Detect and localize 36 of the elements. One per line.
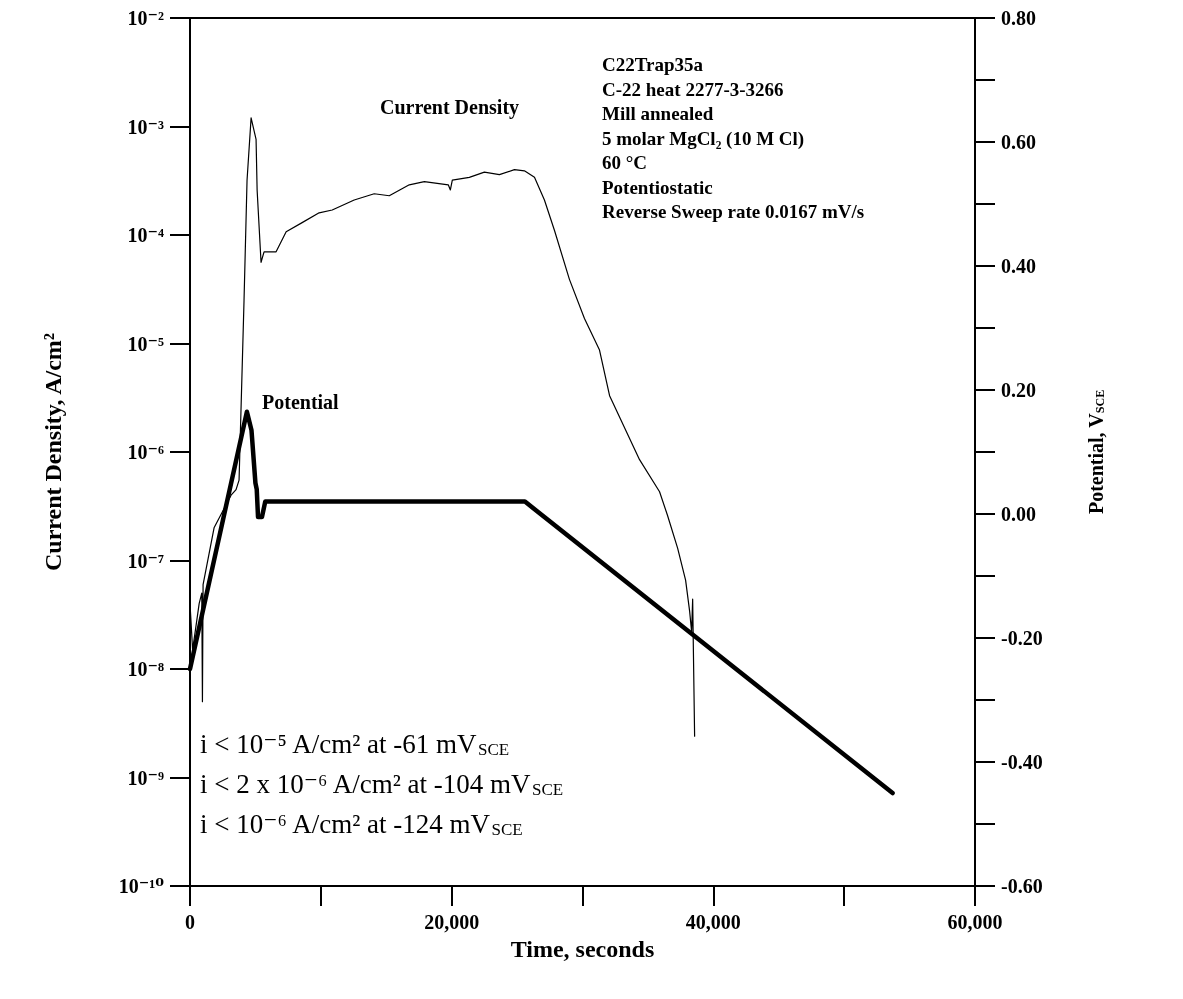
annotation: C22Trap35a — [602, 54, 704, 75]
y2-tick-label: -0.20 — [1001, 627, 1043, 649]
y2-tick-label: -0.60 — [1001, 875, 1043, 897]
annotation: C-22 heat 2277-3-3266 — [602, 78, 784, 100]
annotation: Reverse Sweep rate 0.0167 mV/s — [602, 201, 865, 222]
annotation: i < 10⁻⁶ A/cm² at -124 mVSCE — [200, 808, 523, 839]
annotation: Mill annealed — [602, 103, 714, 124]
y-tick-label: 10⁻⁸ — [127, 658, 164, 680]
x-tick-label: 0 — [185, 911, 195, 933]
y2-tick-label: 0.20 — [1001, 379, 1036, 401]
y-tick-label: 10⁻¹⁰ — [118, 875, 165, 897]
x-axis-title: Time, seconds — [510, 935, 655, 962]
x-tick-label: 40,000 — [685, 911, 741, 933]
annotation: i < 10⁻⁵ A/cm² at -61 mVSCE — [200, 728, 510, 759]
y-tick-label: 10⁻⁴ — [127, 224, 164, 246]
x-tick-label: 60,000 — [947, 911, 1003, 933]
y-tick-label: 10⁻³ — [127, 115, 164, 138]
y2-tick-label: 0.40 — [1001, 255, 1036, 277]
y-axis-title: Current Density, A/cm² — [40, 332, 66, 572]
y-tick-label: 10⁻⁶ — [127, 441, 164, 463]
text: Current Density — [380, 96, 520, 119]
y-tick-label: 10⁻² — [127, 7, 164, 29]
y2-tick-label: 0.60 — [1001, 131, 1036, 153]
y2-tick-label: -0.40 — [1001, 751, 1043, 773]
y2-axis-title: Potential, VSCE — [1084, 389, 1107, 515]
series-label: Potential — [262, 391, 340, 413]
y-tick-label: 10⁻⁵ — [127, 332, 164, 355]
y-tick-label: 10⁻⁹ — [127, 766, 164, 789]
annotation: 60 °C — [602, 152, 648, 173]
annotation: Potentiostatic — [602, 176, 713, 198]
x-tick-label: 20,000 — [424, 911, 480, 933]
annotation: i < 2 x 10⁻⁶ A/cm² at -104 mVSCE — [200, 768, 564, 799]
annotation: 5 molar MgCl₂ (10 M Cl) — [602, 127, 805, 150]
y2-tick-label: 0.80 — [1001, 7, 1036, 29]
y-tick-label: 10⁻⁷ — [127, 549, 164, 572]
y2-tick-label: 0.00 — [1001, 503, 1036, 525]
